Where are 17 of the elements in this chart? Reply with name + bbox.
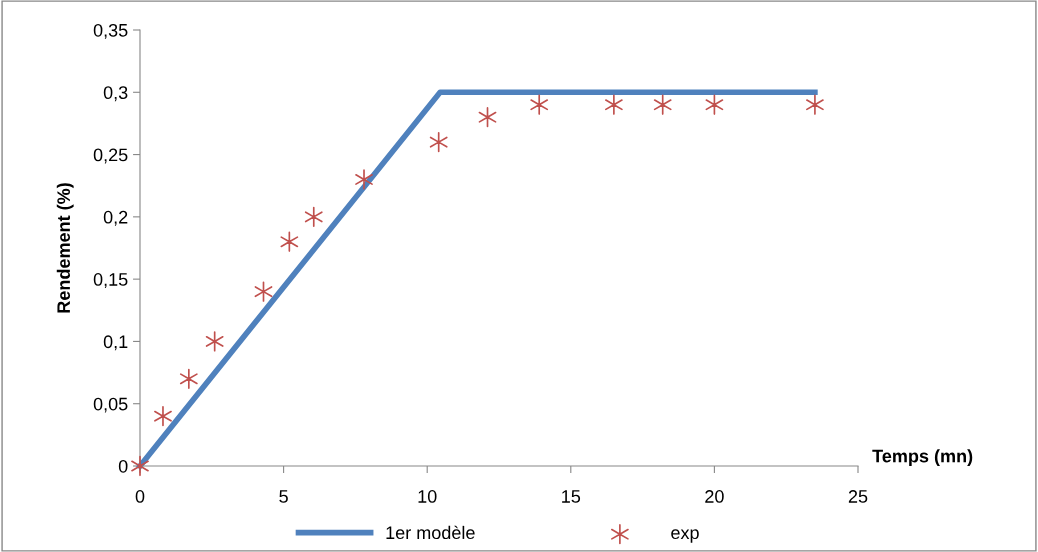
y-tick-label: 0,3: [103, 86, 128, 102]
y-tick-label: 0,1: [103, 335, 128, 351]
x-tick-label: 0: [135, 490, 145, 503]
y-axis-title: Rendement (%): [56, 183, 74, 313]
legend-label: 1er modèle: [386, 525, 475, 540]
y-tick-label: 0: [118, 459, 128, 473]
y-tick-label: 0,2: [103, 210, 128, 226]
y-tick-label: 0,15: [93, 273, 128, 288]
y-tick-label: 0,25: [93, 148, 128, 164]
x-tick-label: 15: [562, 490, 581, 503]
x-tick-label: 20: [705, 490, 724, 503]
x-tick-label: 25: [848, 490, 868, 503]
y-tick-label: 0,35: [93, 23, 128, 39]
x-tick-label: 10: [418, 490, 437, 503]
y-tick-label: 0,05: [93, 397, 128, 413]
x-axis-title: Temps (mn): [872, 449, 973, 466]
x-tick-label: 5: [279, 490, 288, 503]
